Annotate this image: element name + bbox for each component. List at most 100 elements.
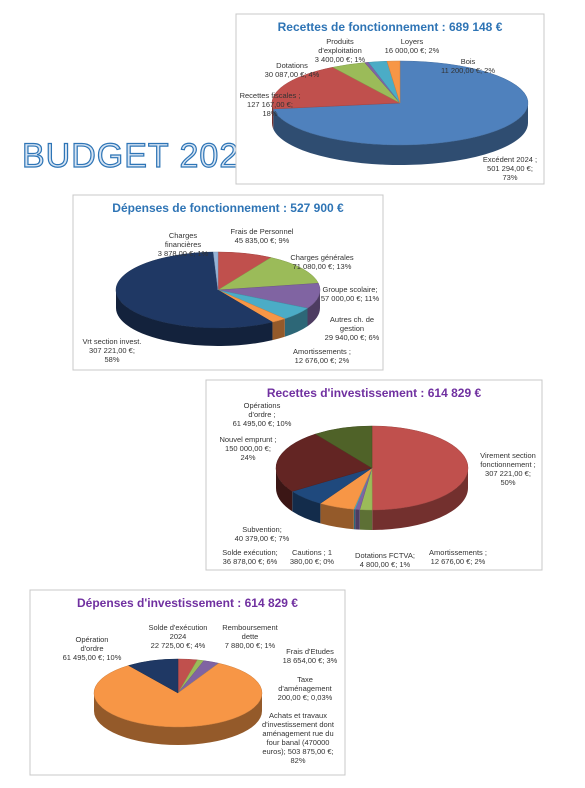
data-label: 3 878,00 €; 1% bbox=[158, 249, 209, 258]
data-label: Solde d'exécution bbox=[149, 623, 208, 632]
data-label: Cautions ; 1 bbox=[292, 548, 332, 557]
data-label: Loyers bbox=[401, 37, 424, 46]
slice-side bbox=[353, 509, 356, 530]
data-label: Recettes fiscales ; bbox=[240, 91, 301, 100]
slice-side bbox=[359, 509, 373, 530]
data-label: 7 880,00 €; 1% bbox=[225, 641, 276, 650]
data-label: 16 000,00 €; 2% bbox=[385, 46, 440, 55]
data-label: d'exploitation bbox=[318, 46, 362, 55]
data-label: Frais de Personnel bbox=[231, 227, 294, 236]
data-label: 58% bbox=[104, 355, 119, 364]
data-label: 36 878,00 €; 6% bbox=[223, 557, 278, 566]
data-label: Groupe scolaire; bbox=[322, 285, 377, 294]
data-label: Amortissements ; bbox=[429, 548, 487, 557]
data-label: d'ordre bbox=[80, 644, 103, 653]
pie-slice bbox=[127, 658, 179, 694]
pie-slice bbox=[217, 282, 321, 309]
slice-side bbox=[276, 468, 293, 512]
data-label: Charges bbox=[169, 231, 198, 240]
data-label: 61 495,00 €; 10% bbox=[233, 419, 292, 428]
slice-side bbox=[355, 509, 360, 530]
data-label: 29 940,00 €; 6% bbox=[325, 333, 380, 342]
data-label: 61 495,00 €; 10% bbox=[63, 653, 122, 662]
pie-slice bbox=[271, 67, 401, 110]
data-label: fonctionnement ; bbox=[480, 460, 535, 469]
data-label: 18 654,00 €; 3% bbox=[283, 656, 338, 665]
data-label: 73% bbox=[502, 173, 517, 182]
data-label: Subvention; bbox=[242, 525, 282, 534]
data-label: dette bbox=[242, 632, 259, 641]
data-label: Vrt section invest. bbox=[83, 337, 142, 346]
data-label: Taxe bbox=[297, 675, 313, 684]
slice-side bbox=[116, 290, 273, 346]
pie-slice bbox=[275, 433, 373, 492]
data-label: Produits bbox=[326, 37, 354, 46]
data-label: d'ordre ; bbox=[248, 410, 275, 419]
slice-side bbox=[94, 693, 262, 745]
data-label: 11 200,00 €; 2% bbox=[441, 66, 495, 75]
chart-title: Dépenses d'investissement : 614 829 € bbox=[77, 596, 298, 610]
slice-side bbox=[272, 318, 285, 341]
data-label: Frais d'Etudes bbox=[286, 647, 334, 656]
pie-slice bbox=[386, 60, 401, 104]
slice-side bbox=[273, 103, 528, 165]
data-label: Bois bbox=[461, 57, 476, 66]
data-label: d'aménagement bbox=[278, 684, 332, 693]
data-label: Autres ch. de bbox=[330, 315, 374, 324]
data-label: 45 835,00 €; 9% bbox=[235, 236, 290, 245]
chart: Dépenses d'investissement : 614 829 € Sol… bbox=[29, 589, 346, 776]
data-label: 82% bbox=[290, 756, 305, 765]
pie-slice bbox=[213, 251, 219, 291]
data-label: 150 000,00 €; bbox=[225, 444, 271, 453]
data-label: Excédent 2024 ; bbox=[483, 155, 537, 164]
data-label: Amortissements ; bbox=[293, 347, 351, 356]
data-label: Opération bbox=[76, 635, 109, 644]
chart: Recettes d'investissement : 614 829 € Vir… bbox=[205, 379, 543, 571]
data-label: d'investissement dont bbox=[262, 720, 335, 729]
data-label: 30 087,00 €; 4% bbox=[265, 70, 320, 79]
data-label: 200,00 €; 0,03% bbox=[278, 693, 333, 702]
slice-side bbox=[307, 290, 320, 327]
page-title: BUDGET 2025 bbox=[22, 137, 259, 175]
slice-side bbox=[272, 103, 274, 129]
data-label: 307 221,00 €; bbox=[485, 469, 531, 478]
data-label: 12 676,00 €; 2% bbox=[431, 557, 486, 566]
data-label: 50% bbox=[500, 478, 515, 487]
data-label: four banal (470000 bbox=[267, 738, 330, 747]
pie-slice bbox=[314, 425, 373, 469]
data-label: 12 676,00 €; 2% bbox=[295, 356, 350, 365]
data-label: Virement section bbox=[480, 451, 536, 460]
data-label: 380,00 €; 0% bbox=[290, 557, 335, 566]
data-label: Dotations bbox=[276, 61, 308, 70]
pie-slice bbox=[272, 60, 529, 146]
data-label: financières bbox=[165, 240, 202, 249]
slice-side bbox=[320, 503, 354, 530]
data-label: 18% bbox=[262, 109, 277, 118]
data-label: euros); 503 875,00 €; bbox=[262, 747, 333, 756]
chart-title: Recettes de fonctionnement : 689 148 € bbox=[278, 20, 503, 34]
chart: Recettes de fonctionnement : 689 148 € Ex… bbox=[235, 13, 545, 185]
data-label: Opérations bbox=[244, 401, 281, 410]
data-label: 2024 bbox=[170, 632, 187, 641]
data-label: 57 000,00 €; 11% bbox=[321, 294, 380, 303]
data-label: Achats et travaux bbox=[269, 711, 327, 720]
chart-title: Dépenses de fonctionnement : 527 900 € bbox=[112, 201, 344, 215]
chart: Dépenses de fonctionnement : 527 900 € Fr… bbox=[72, 194, 384, 371]
pie-slice bbox=[115, 251, 274, 329]
data-label: Charges générales bbox=[290, 253, 354, 262]
data-label: 71 080,00 €; 13% bbox=[293, 262, 352, 271]
data-label: Dotations FCTVA; bbox=[355, 551, 415, 560]
data-label: Remboursement bbox=[222, 623, 278, 632]
data-label: 501 294,00 €; bbox=[487, 164, 533, 173]
data-label: 127 167,00 €; bbox=[247, 100, 293, 109]
pie-slice bbox=[217, 257, 319, 291]
data-label: 3 400,00 €; 1% bbox=[315, 55, 366, 64]
slice-side bbox=[372, 468, 468, 530]
pie-slice bbox=[371, 425, 469, 511]
data-label: 307 221,00 €; bbox=[89, 346, 135, 355]
pie-slice bbox=[93, 662, 263, 728]
data-label: Solde exécution; bbox=[222, 548, 277, 557]
data-label: 40 379,00 €; 7% bbox=[235, 534, 290, 543]
data-label: 22 725,00 €; 4% bbox=[151, 641, 206, 650]
